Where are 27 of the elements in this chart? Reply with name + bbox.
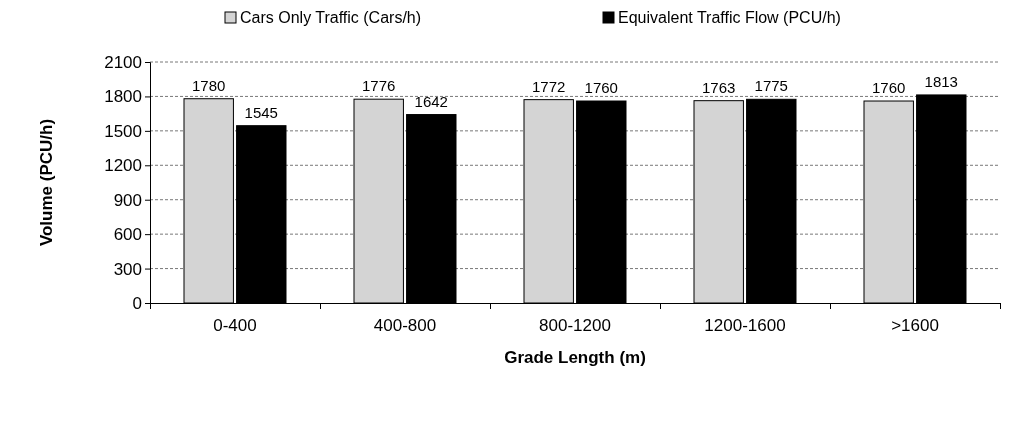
legend-label: Equivalent Traffic Flow (PCU/h) bbox=[618, 9, 841, 26]
y-tick-label: 600 bbox=[113, 225, 142, 245]
y-tick-label: 1500 bbox=[104, 121, 142, 141]
y-tick-label: 900 bbox=[113, 190, 142, 210]
y-tick-label: 2100 bbox=[104, 52, 142, 72]
y-axis-title: Volume (PCU/h) bbox=[37, 118, 56, 247]
data-label: 1776 bbox=[362, 77, 396, 95]
data-label: 1763 bbox=[702, 78, 736, 96]
data-label: 1760 bbox=[872, 79, 906, 97]
y-tick-label: 1200 bbox=[104, 156, 142, 176]
x-axis-title: Grade Length (m) bbox=[504, 348, 646, 367]
x-tick-label: 800-1200 bbox=[539, 316, 611, 335]
y-tick-label: 0 bbox=[132, 293, 142, 313]
data-label: 1775 bbox=[754, 77, 788, 95]
x-tick-label: 0-400 bbox=[213, 316, 257, 335]
data-label: 1772 bbox=[532, 77, 566, 95]
y-tick-label: 1800 bbox=[104, 87, 142, 107]
x-tick-label: 1200-1600 bbox=[704, 316, 786, 335]
x-tick-label: >1600 bbox=[891, 316, 939, 335]
legend-label: Cars Only Traffic (Cars/h) bbox=[240, 9, 422, 26]
data-label: 1780 bbox=[192, 76, 226, 94]
x-tick-label: 400-800 bbox=[373, 316, 437, 335]
data-label: 1813 bbox=[924, 72, 958, 90]
data-label: 1545 bbox=[244, 103, 278, 121]
data-label: 1760 bbox=[584, 79, 618, 97]
data-label: 1642 bbox=[414, 92, 448, 110]
y-tick-label: 300 bbox=[113, 259, 142, 279]
